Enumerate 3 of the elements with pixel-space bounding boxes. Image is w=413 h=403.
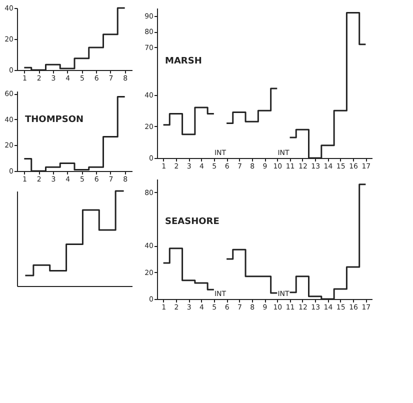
text: SEASHORE — [165, 217, 220, 227]
text: THOMPSON — [25, 115, 84, 125]
text: MARSH — [165, 56, 202, 66]
